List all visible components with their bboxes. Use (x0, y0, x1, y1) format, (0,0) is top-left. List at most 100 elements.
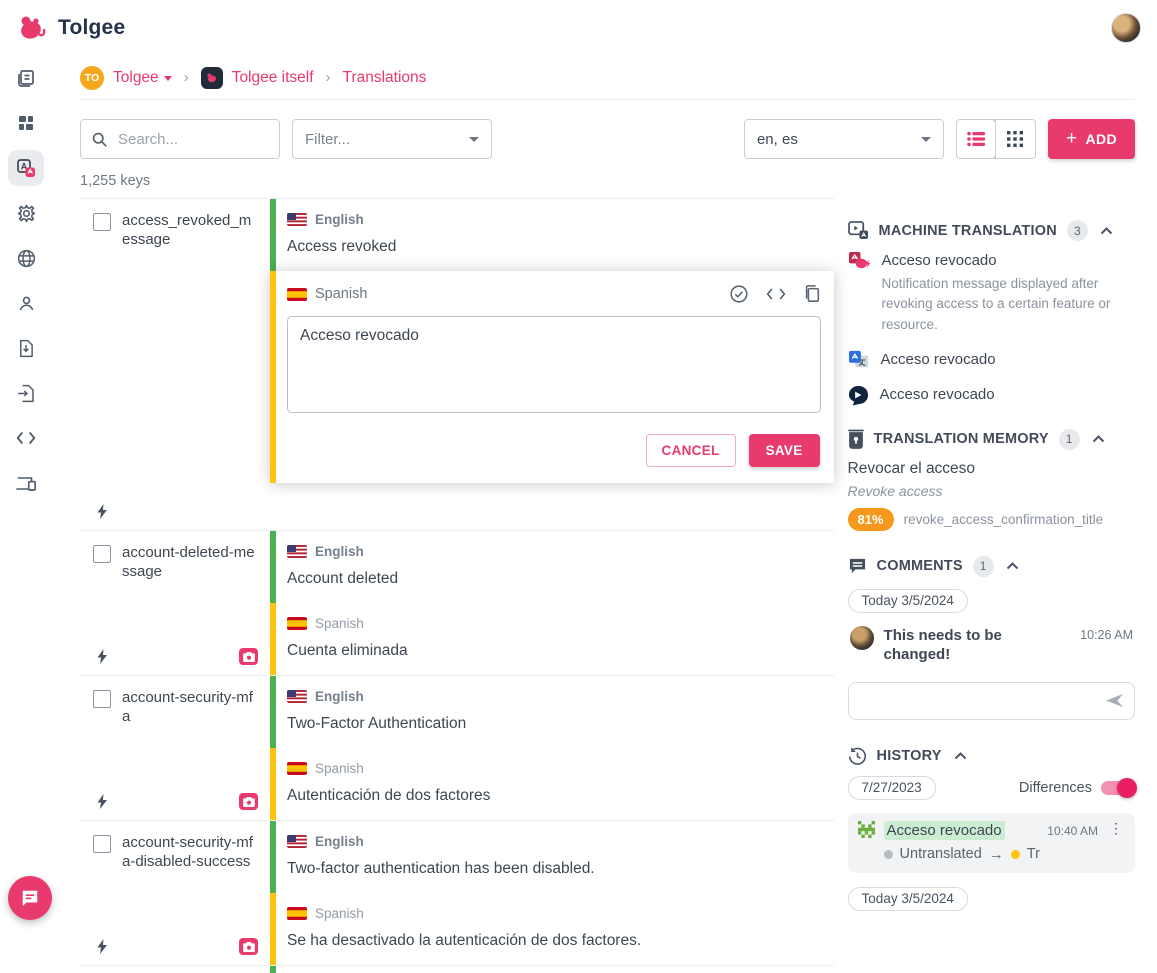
mt-suggestion-deepl[interactable]: Acceso revocado (848, 385, 1135, 406)
tm-match-percent: 81% (847, 507, 894, 531)
lightning-icon[interactable] (97, 504, 108, 519)
screenshot-icon[interactable] (239, 648, 258, 665)
gear-icon (16, 203, 37, 224)
translation-cell-english[interactable]: English Account deleted (270, 531, 834, 603)
tm-match[interactable]: Revocar el acceso Revoke access 81% revo… (847, 460, 1135, 531)
mt-suggestion-text: Acceso revocado (880, 350, 996, 368)
search-input[interactable] (116, 129, 269, 149)
sidebar-item-dashboard[interactable] (8, 105, 44, 141)
row-checkbox[interactable] (93, 213, 111, 231)
history-date-pill: 7/27/2023 (847, 775, 936, 800)
history-time: 10:40 AM (1047, 823, 1098, 838)
sidebar-item-settings[interactable] (8, 195, 44, 231)
key-name[interactable]: account-deleted-message (122, 544, 255, 580)
brand-name: Tolgee (58, 16, 126, 39)
kebab-menu-icon[interactable]: ⋮ (1109, 819, 1123, 836)
row-checkbox[interactable] (93, 690, 111, 708)
chevron-up-icon[interactable] (1006, 562, 1019, 570)
chevron-up-icon[interactable] (954, 752, 967, 760)
org-avatar[interactable]: TO (80, 65, 104, 90)
comment-input-box[interactable] (847, 681, 1135, 720)
language-label: English (315, 689, 364, 704)
mt-suggestion-google[interactable]: Acceso revocado (848, 350, 1135, 370)
sidebar-item-languages[interactable] (8, 240, 44, 276)
project-avatar[interactable] (200, 66, 223, 89)
spain-flag-icon (287, 287, 307, 301)
translation-cell-english[interactable]: English Two-Factor Authentication (270, 676, 834, 748)
translation-text: Two-Factor Authentication (287, 715, 467, 732)
key-cell[interactable]: account-security-mfa (80, 676, 270, 820)
translations-table: access_revoked_message (80, 198, 834, 973)
comment-input[interactable] (858, 691, 1105, 710)
sidebar-item-integrate[interactable] (8, 465, 44, 501)
list-view-icon (967, 131, 985, 147)
key-cell[interactable]: access_revoked_message (80, 199, 270, 530)
breadcrumb-project[interactable]: Tolgee itself (231, 68, 314, 86)
history-date-pill: Today 3/5/2024 (847, 886, 968, 911)
history-item[interactable]: Acceso revocado 10:40 AM ⋮ Untranslated … (847, 812, 1135, 873)
lightning-icon[interactable] (97, 649, 108, 664)
key-name[interactable]: access_revoked_message (122, 212, 252, 248)
lightning-icon[interactable] (97, 794, 108, 809)
sidebar-item-members[interactable] (8, 285, 44, 321)
us-flag-icon (287, 545, 307, 558)
feedback-chat-button[interactable] (8, 876, 52, 920)
sidebar-item-export[interactable] (8, 375, 44, 411)
filter-select[interactable]: Filter... (292, 119, 492, 159)
language-label: English (315, 212, 364, 227)
sidebar-item-translations[interactable]: A (8, 150, 44, 186)
translation-memory-icon (847, 429, 864, 450)
chevron-up-icon[interactable] (1100, 226, 1113, 235)
row-checkbox[interactable] (93, 835, 111, 853)
state-bar-edited (270, 748, 276, 820)
left-sidebar: A (0, 56, 52, 932)
state-bar-translated (270, 676, 276, 748)
table-row: account-deleted-message (80, 531, 834, 676)
view-toggle (955, 119, 1036, 159)
translation-cell-spanish[interactable]: Spanish Se ha desactivado la autenticaci… (270, 893, 834, 965)
devices-icon (15, 474, 37, 493)
search-box[interactable] (80, 119, 280, 159)
state-bar-translated (270, 966, 276, 973)
key-name[interactable]: account-security-mfa-disabled-success (122, 834, 253, 870)
save-button[interactable]: SAVE (748, 434, 820, 467)
copy-icon[interactable] (803, 284, 821, 304)
languages-select[interactable]: en, es (743, 119, 944, 159)
key-name[interactable]: account-security-mfa (122, 689, 253, 725)
insert-code-icon[interactable] (766, 287, 786, 301)
language-label: Spanish (315, 286, 368, 302)
translation-cell-spanish[interactable]: Spanish Autenticación de dos factores (270, 748, 834, 820)
key-cell[interactable]: account-deleted-message (80, 531, 270, 675)
add-key-button[interactable]: + ADD (1047, 119, 1135, 159)
send-icon[interactable] (1105, 693, 1124, 708)
comment-item[interactable]: This needs to be changed! 10:26 AM (849, 625, 1133, 665)
translation-cell-english[interactable]: English Access revoked (270, 199, 834, 271)
row-checkbox[interactable] (93, 545, 111, 563)
import-icon (16, 338, 36, 359)
mark-reviewed-icon[interactable] (729, 284, 749, 304)
spain-flag-icon (287, 907, 307, 920)
sidebar-item-projects[interactable] (8, 60, 44, 96)
tolgee-logo-icon (16, 12, 48, 44)
key-cell[interactable]: account-security-mfa-disabled-success (80, 821, 270, 965)
state-bar-translated (270, 199, 276, 271)
screenshot-icon[interactable] (239, 793, 258, 810)
cancel-button[interactable]: CANCEL (645, 434, 736, 467)
language-label: Spanish (315, 906, 364, 921)
translation-cell-spanish[interactable]: Spanish Cuenta eliminada (270, 603, 834, 675)
sidebar-item-developer[interactable] (8, 420, 44, 456)
translation-input[interactable]: Acceso revocado (287, 316, 821, 413)
differences-toggle[interactable] (1101, 777, 1137, 798)
mt-suggestion-tolgee[interactable]: Acceso revocado Notification message dis… (848, 251, 1135, 335)
sidebar-item-import[interactable] (8, 330, 44, 366)
lightning-icon[interactable] (97, 939, 108, 954)
translation-cell-english[interactable]: English Two-factor authentication has be… (270, 821, 834, 893)
breadcrumb-organization[interactable]: Tolgee (113, 69, 172, 87)
screenshot-icon[interactable] (239, 938, 258, 955)
translation-text: Autenticación de dos factores (287, 787, 491, 804)
list-view-button[interactable] (956, 120, 996, 158)
translation-text: Account deleted (287, 570, 399, 587)
chevron-up-icon[interactable] (1092, 435, 1105, 443)
grid-view-button[interactable] (994, 120, 1035, 158)
user-avatar[interactable] (1111, 13, 1141, 43)
